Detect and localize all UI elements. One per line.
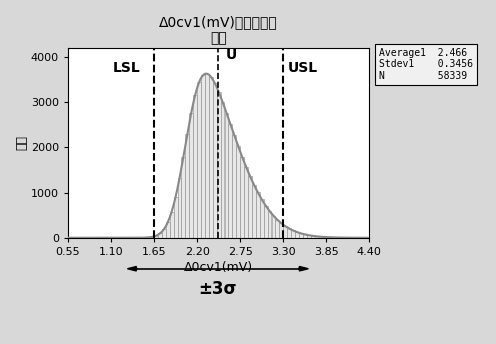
- Bar: [229, 124, 232, 238]
- Bar: [193, 95, 197, 238]
- Bar: [236, 146, 240, 238]
- Bar: [283, 226, 287, 238]
- Bar: [201, 75, 205, 238]
- Bar: [318, 237, 322, 238]
- Text: LSL: LSL: [113, 61, 140, 75]
- Bar: [213, 83, 217, 238]
- Text: USL: USL: [288, 61, 318, 75]
- Text: ±3σ: ±3σ: [198, 280, 237, 298]
- Bar: [287, 228, 291, 238]
- Bar: [186, 134, 189, 238]
- Text: Average1  2.466
Stdev1    0.3456
N         58339: Average1 2.466 Stdev1 0.3456 N 58339: [379, 48, 473, 81]
- Bar: [322, 237, 326, 238]
- Text: U: U: [226, 47, 237, 62]
- Bar: [154, 236, 158, 238]
- Bar: [166, 222, 170, 238]
- Bar: [307, 235, 310, 238]
- Bar: [314, 236, 318, 238]
- Bar: [240, 157, 244, 238]
- X-axis label: Δ0cv1(mV): Δ0cv1(mV): [184, 261, 253, 274]
- Bar: [233, 135, 236, 238]
- Bar: [260, 199, 264, 238]
- Bar: [225, 113, 228, 238]
- Bar: [330, 237, 334, 238]
- Bar: [275, 220, 279, 238]
- Bar: [174, 197, 178, 238]
- Bar: [271, 216, 275, 238]
- Bar: [252, 185, 256, 238]
- Bar: [146, 237, 150, 238]
- Bar: [310, 236, 314, 238]
- Bar: [264, 206, 267, 238]
- Bar: [221, 102, 225, 238]
- Bar: [217, 92, 221, 238]
- Bar: [189, 113, 193, 238]
- Bar: [279, 223, 283, 238]
- Bar: [158, 234, 162, 238]
- Bar: [326, 237, 330, 238]
- Bar: [295, 232, 299, 238]
- Bar: [299, 233, 303, 238]
- Title: Δ0cv1(mV)　的直方图
正态: Δ0cv1(mV) 的直方图 正态: [159, 15, 278, 45]
- Bar: [209, 77, 213, 238]
- Bar: [182, 157, 186, 238]
- Bar: [268, 211, 271, 238]
- Bar: [162, 229, 166, 238]
- Bar: [244, 167, 248, 238]
- Bar: [248, 176, 252, 238]
- Bar: [178, 178, 182, 238]
- Bar: [303, 234, 307, 238]
- Bar: [291, 230, 295, 238]
- Bar: [150, 237, 154, 238]
- Bar: [256, 192, 260, 238]
- Bar: [205, 74, 209, 238]
- Y-axis label: 频率: 频率: [15, 135, 28, 150]
- Bar: [170, 212, 174, 238]
- Bar: [197, 82, 201, 238]
